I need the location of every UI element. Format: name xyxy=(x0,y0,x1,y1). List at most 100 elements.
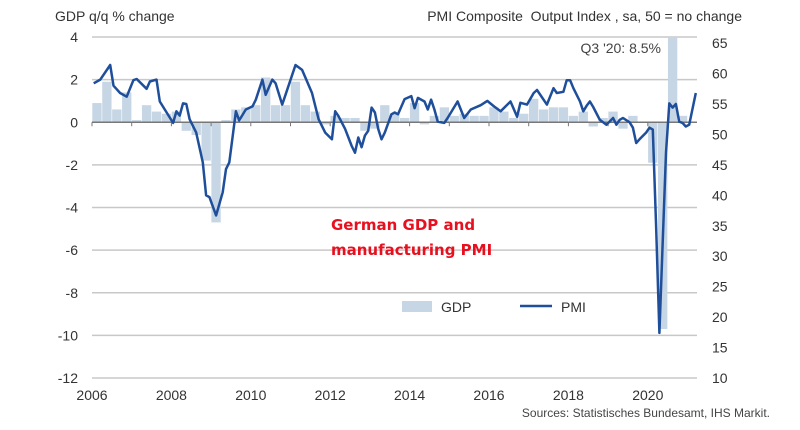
pmi-line-group xyxy=(93,63,698,335)
x-tick-label: 2014 xyxy=(394,387,425,403)
gdp-bar xyxy=(380,105,390,123)
gdp-bar xyxy=(419,122,430,125)
right-tick-label: 50 xyxy=(712,126,728,142)
gdp-bar xyxy=(558,107,569,123)
gdp-bar xyxy=(261,77,271,123)
gdp-bar xyxy=(529,98,539,123)
right-tick-label: 10 xyxy=(712,370,728,386)
gdp-bar xyxy=(251,105,261,123)
gdp-bar xyxy=(300,105,311,123)
gdp-bar xyxy=(578,111,588,123)
gdp-bar xyxy=(390,113,400,123)
left-tick-label: 2 xyxy=(70,72,78,88)
gdp-bar xyxy=(241,107,251,123)
x-tick-label: 2020 xyxy=(632,387,663,403)
gdp-bar xyxy=(598,117,608,123)
right-axis-ticks: 65 60 55 50 45 40 35 30 25 20 15 10 xyxy=(712,35,728,386)
gdp-bar xyxy=(270,105,281,123)
right-tick-label: 35 xyxy=(712,218,728,234)
right-tick-label: 15 xyxy=(712,340,728,356)
gdp-bar xyxy=(568,115,579,123)
overlay-title-line2: manufacturing PMI xyxy=(331,241,492,259)
x-tick-label: 2012 xyxy=(315,387,346,403)
gdp-bar xyxy=(667,37,678,123)
right-tick-label: 40 xyxy=(712,187,728,203)
gdp-bar xyxy=(122,92,132,123)
gdp-bar xyxy=(370,122,380,129)
gdp-bar xyxy=(677,115,688,123)
gdp-bar xyxy=(618,122,628,129)
gdp-bar xyxy=(409,103,420,123)
gdp-bar xyxy=(112,109,122,123)
gdp-bar xyxy=(360,122,370,131)
x-tick-label: 2006 xyxy=(76,387,107,403)
gdp-bar xyxy=(489,107,499,123)
left-axis-title: GDP q/q % change xyxy=(55,8,175,24)
gdp-bar xyxy=(221,120,231,123)
gdp-bar xyxy=(171,111,182,123)
gdp-bar xyxy=(211,122,221,223)
overlay-title-line1: German GDP and xyxy=(331,216,475,234)
gdp-bar xyxy=(310,111,320,123)
left-tick-label: -4 xyxy=(66,200,79,216)
gdp-bar xyxy=(628,115,638,123)
gdp-bar xyxy=(340,117,350,123)
gdp-bar xyxy=(280,105,291,123)
gdp-bar xyxy=(509,117,519,123)
right-tick-label: 65 xyxy=(712,35,728,51)
left-tick-label: -10 xyxy=(58,327,78,343)
x-tick-label: 2018 xyxy=(553,387,584,403)
gdp-bar xyxy=(588,122,598,127)
gdp-bar xyxy=(92,103,102,123)
gdp-bar xyxy=(320,122,330,125)
left-axis-ticks: 4 2 0 -2 -4 -6 -8 -10 -12 xyxy=(58,29,78,386)
x-tick-label: 2010 xyxy=(235,387,266,403)
gdp-bar xyxy=(181,122,191,131)
right-tick-label: 60 xyxy=(712,66,728,82)
source-note: Sources: Statistisches Bundesamt, IHS Ma… xyxy=(522,406,770,420)
right-tick-label: 30 xyxy=(712,248,728,264)
gdp-bar xyxy=(151,111,162,123)
gdp-bar xyxy=(429,115,440,123)
gdp-bar xyxy=(290,81,301,123)
gdp-bars xyxy=(92,37,688,329)
gdp-bar xyxy=(201,122,211,161)
left-tick-label: -12 xyxy=(58,370,78,386)
right-tick-label: 45 xyxy=(712,157,728,173)
left-tick-label: 0 xyxy=(70,114,78,130)
annotation-q3-2020: Q3 '20: 8.5% xyxy=(581,40,662,56)
legend-gdp-label: GDP xyxy=(441,299,471,315)
gdp-bar xyxy=(132,120,142,123)
gdp-bar xyxy=(161,113,172,123)
gdp-bar xyxy=(548,107,559,123)
gdp-bar xyxy=(499,111,509,123)
gdp-bar xyxy=(469,115,479,123)
left-tick-label: -2 xyxy=(66,157,79,173)
gridlines xyxy=(92,36,697,379)
legend: GDP PMI xyxy=(402,299,586,315)
gdp-bar xyxy=(191,122,201,136)
gdp-bar xyxy=(439,107,449,123)
right-tick-label: 55 xyxy=(712,96,728,112)
right-tick-label: 25 xyxy=(712,279,728,295)
gdp-bar xyxy=(538,109,549,123)
x-axis-ticks: 2006 2008 2010 2012 2014 2016 2018 2020 xyxy=(76,387,663,403)
left-tick-label: 4 xyxy=(70,29,78,45)
left-tick-label: -8 xyxy=(66,285,79,301)
gdp-bar xyxy=(350,117,360,123)
gdp-bar xyxy=(519,113,529,123)
legend-gdp-swatch xyxy=(402,301,432,312)
gdp-bar xyxy=(449,115,459,123)
pmi-line xyxy=(93,63,698,335)
gdp-bar xyxy=(141,105,152,123)
left-tick-label: -6 xyxy=(66,242,79,258)
gdp-bar xyxy=(399,117,410,123)
x-tick-label: 2008 xyxy=(156,387,187,403)
x-tick-label: 2016 xyxy=(473,387,504,403)
right-tick-label: 20 xyxy=(712,309,728,325)
gdp-bar xyxy=(479,115,489,123)
legend-pmi-label: PMI xyxy=(561,299,586,315)
gdp-bar xyxy=(102,81,112,123)
right-axis-title: PMI Composite Output Index , sa, 50 = no… xyxy=(427,8,742,24)
